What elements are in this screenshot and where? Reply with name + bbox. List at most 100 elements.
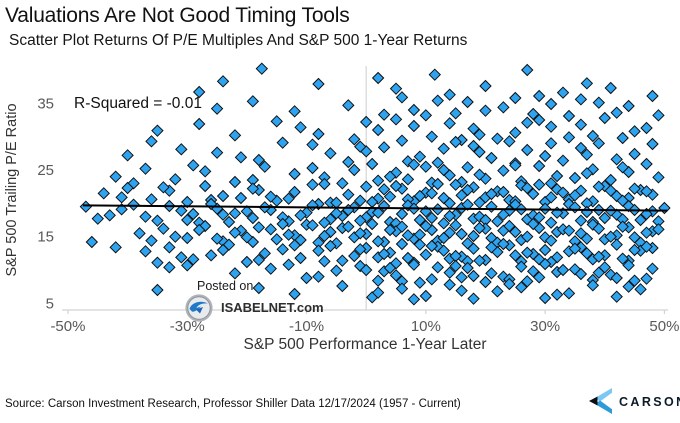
data-point: [455, 271, 468, 284]
data-point: [532, 113, 546, 127]
data-point: [365, 157, 379, 171]
data-point: [538, 149, 552, 163]
data-point: [640, 157, 653, 171]
data-point: [401, 173, 415, 186]
x-tick-label: -30%: [170, 318, 205, 335]
data-point: [255, 62, 269, 75]
data-point: [270, 115, 283, 128]
data-point: [526, 265, 540, 278]
data-point: [604, 268, 617, 281]
data-point: [521, 63, 534, 77]
trend-line: [82, 204, 668, 212]
data-point: [145, 135, 158, 148]
data-point: [407, 103, 421, 117]
data-point: [336, 254, 349, 267]
data-point: [598, 211, 611, 225]
data-point: [389, 166, 403, 179]
x-tick-label: 30%: [530, 318, 560, 335]
data-point: [592, 222, 606, 235]
data-point: [461, 161, 474, 174]
data-point: [413, 213, 427, 227]
data-point: [640, 272, 653, 285]
chart-subtitle: Scatter Plot Returns Of P/E Multiples An…: [9, 32, 468, 49]
data-point: [467, 122, 480, 135]
data-point: [479, 104, 492, 117]
data-point: [312, 77, 325, 91]
data-point: [133, 227, 146, 240]
data-point: [413, 150, 427, 163]
data-point: [157, 222, 170, 235]
data-point: [389, 179, 403, 193]
data-point: [574, 141, 588, 155]
data-point: [109, 170, 122, 183]
data-point: [592, 137, 606, 150]
data-point: [85, 235, 99, 249]
data-point: [371, 274, 385, 287]
data-point: [330, 207, 343, 220]
data-point: [652, 109, 665, 122]
data-point: [324, 147, 337, 160]
data-point: [294, 251, 307, 265]
data-point: [652, 171, 665, 184]
data-point: [419, 289, 433, 303]
data-point: [437, 191, 450, 205]
data-point: [342, 188, 355, 201]
data-point: [181, 231, 194, 245]
data-point: [521, 116, 534, 129]
data-point: [526, 107, 540, 121]
data-point: [455, 227, 468, 241]
data-point: [491, 285, 504, 298]
source-note: Source: Carson Investment Research, Prof…: [5, 398, 461, 410]
data-point: [449, 259, 462, 273]
data-point: [216, 243, 230, 257]
data-point: [538, 291, 552, 305]
data-point: [419, 160, 433, 173]
data-point: [222, 215, 236, 229]
data-point: [395, 237, 409, 251]
data-point: [204, 249, 218, 262]
data-point: [449, 178, 462, 191]
data-point: [556, 154, 570, 167]
data-point: [473, 168, 486, 181]
data-point: [228, 226, 242, 239]
data-point: [97, 187, 110, 200]
data-point: [521, 246, 534, 259]
data-point: [228, 175, 242, 189]
data-point: [234, 191, 248, 205]
data-point: [163, 241, 176, 254]
data-point: [240, 255, 254, 269]
data-point: [485, 241, 498, 254]
data-point: [383, 190, 397, 203]
data-point: [258, 247, 272, 260]
data-point: [509, 249, 522, 262]
data-point: [181, 259, 194, 272]
data-point: [521, 181, 534, 195]
data-point: [592, 250, 606, 263]
data-point: [461, 261, 474, 275]
carson-logo: CARSON: [589, 388, 680, 416]
data-point: [437, 163, 450, 177]
data-point: [336, 279, 349, 293]
data-point: [192, 117, 206, 131]
data-point: [318, 177, 331, 191]
data-point: [515, 260, 528, 273]
y-tick-label: 25: [37, 162, 54, 179]
data-point: [342, 220, 355, 233]
data-point: [580, 247, 594, 260]
data-point: [556, 86, 570, 99]
data-point: [479, 275, 492, 289]
data-point: [628, 147, 641, 161]
data-point: [544, 216, 558, 229]
x-axis-title: S&P 500 Performance 1-Year Later: [243, 336, 487, 353]
data-point: [622, 280, 635, 293]
data-point: [485, 200, 498, 213]
data-point: [574, 93, 588, 106]
data-point: [443, 117, 456, 130]
data-point: [467, 269, 480, 283]
data-point: [544, 120, 558, 133]
data-point: [210, 232, 224, 245]
data-point: [628, 125, 641, 138]
data-point: [604, 81, 617, 95]
data-point: [628, 243, 641, 257]
data-point: [354, 194, 367, 207]
